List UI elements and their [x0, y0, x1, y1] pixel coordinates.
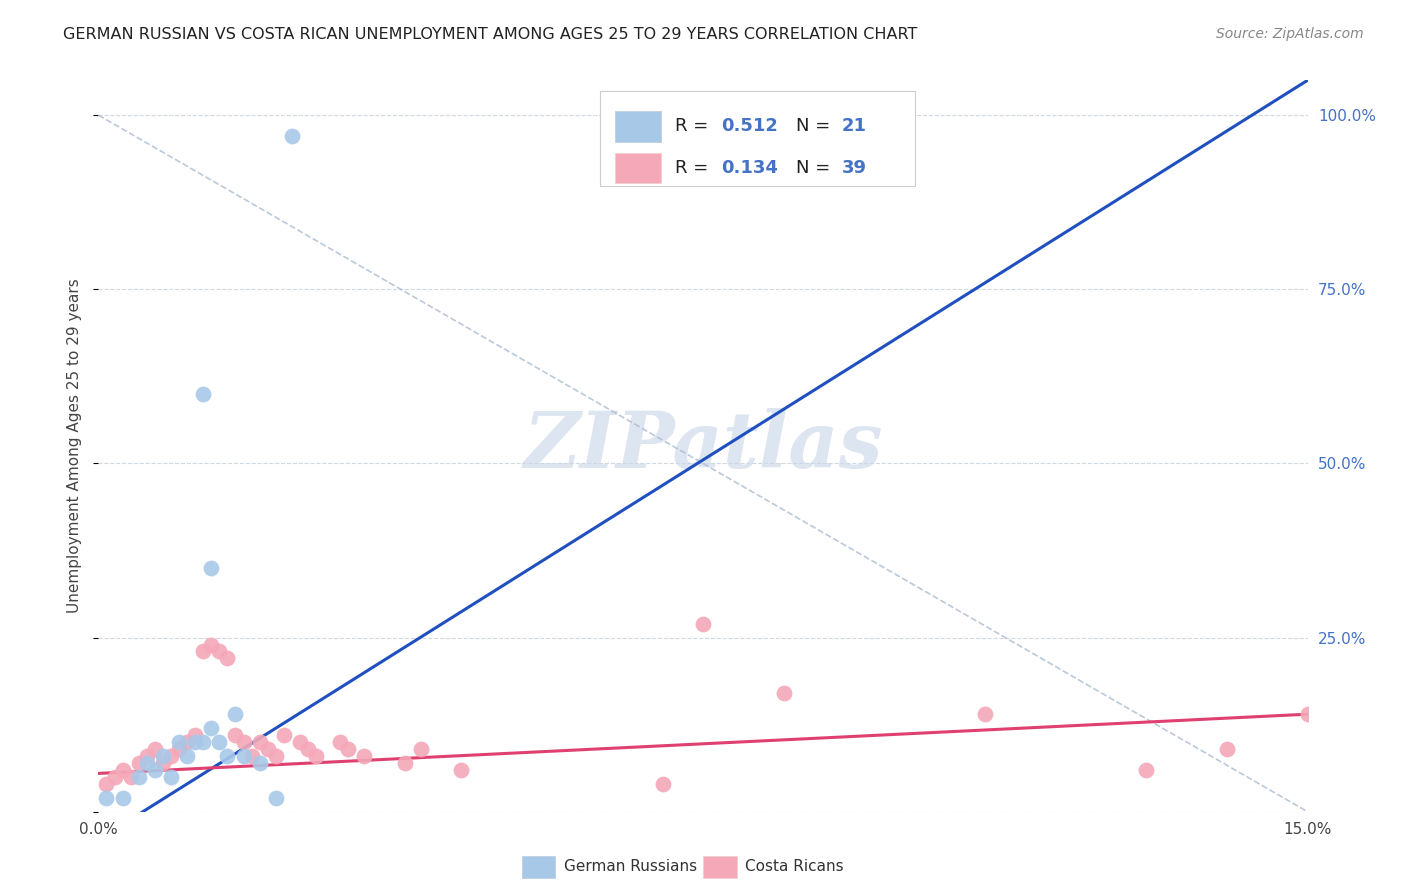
- Point: [240, 749, 263, 764]
- Point: [249, 756, 271, 770]
- Point: [128, 756, 150, 770]
- Point: [184, 728, 207, 742]
- Text: German Russians: German Russians: [564, 859, 697, 874]
- Point: [200, 638, 222, 652]
- Point: [200, 561, 222, 575]
- Text: Source: ZipAtlas.com: Source: ZipAtlas.com: [1216, 27, 1364, 41]
- Point: [176, 735, 198, 749]
- FancyBboxPatch shape: [614, 111, 661, 142]
- Point: [288, 735, 311, 749]
- Point: [111, 790, 134, 805]
- Point: [353, 749, 375, 764]
- Point: [193, 735, 215, 749]
- Point: [208, 644, 231, 658]
- Y-axis label: Unemployment Among Ages 25 to 29 years: Unemployment Among Ages 25 to 29 years: [67, 278, 83, 614]
- Point: [264, 749, 287, 764]
- Point: [974, 707, 997, 722]
- Text: R =: R =: [675, 118, 714, 136]
- Text: 21: 21: [842, 118, 868, 136]
- Point: [273, 728, 295, 742]
- Point: [135, 756, 157, 770]
- Point: [208, 735, 231, 749]
- Point: [160, 770, 183, 784]
- FancyBboxPatch shape: [522, 855, 555, 878]
- Point: [96, 777, 118, 791]
- Text: GERMAN RUSSIAN VS COSTA RICAN UNEMPLOYMENT AMONG AGES 25 TO 29 YEARS CORRELATION: GERMAN RUSSIAN VS COSTA RICAN UNEMPLOYME…: [63, 27, 918, 42]
- Point: [329, 735, 352, 749]
- Point: [281, 128, 304, 143]
- Point: [232, 735, 254, 749]
- Point: [772, 686, 794, 700]
- Point: [184, 735, 207, 749]
- Text: Costa Ricans: Costa Ricans: [745, 859, 844, 874]
- Point: [224, 707, 246, 722]
- FancyBboxPatch shape: [600, 91, 915, 186]
- Point: [152, 749, 174, 764]
- Point: [232, 749, 254, 764]
- Text: R =: R =: [675, 159, 714, 177]
- Point: [103, 770, 125, 784]
- Point: [120, 770, 142, 784]
- Point: [96, 790, 118, 805]
- FancyBboxPatch shape: [703, 855, 737, 878]
- Point: [409, 742, 432, 756]
- Point: [193, 386, 215, 401]
- FancyBboxPatch shape: [614, 153, 661, 184]
- Point: [152, 756, 174, 770]
- Point: [1135, 763, 1157, 777]
- Point: [167, 742, 190, 756]
- Text: 0.134: 0.134: [721, 159, 778, 177]
- Point: [450, 763, 472, 777]
- Point: [256, 742, 278, 756]
- Point: [224, 728, 246, 742]
- Point: [337, 742, 360, 756]
- Point: [135, 749, 157, 764]
- Point: [692, 616, 714, 631]
- Text: N =: N =: [796, 118, 837, 136]
- Point: [394, 756, 416, 770]
- Point: [1216, 742, 1239, 756]
- Text: 39: 39: [842, 159, 868, 177]
- Point: [217, 749, 239, 764]
- Point: [176, 749, 198, 764]
- Point: [167, 735, 190, 749]
- Point: [200, 721, 222, 735]
- Text: N =: N =: [796, 159, 837, 177]
- Text: 0.512: 0.512: [721, 118, 778, 136]
- Point: [1296, 707, 1319, 722]
- Point: [297, 742, 319, 756]
- Point: [193, 644, 215, 658]
- Point: [160, 749, 183, 764]
- Point: [305, 749, 328, 764]
- Text: ZIPatlas: ZIPatlas: [523, 408, 883, 484]
- Point: [264, 790, 287, 805]
- Point: [249, 735, 271, 749]
- Point: [111, 763, 134, 777]
- Point: [128, 770, 150, 784]
- Point: [651, 777, 673, 791]
- Point: [217, 651, 239, 665]
- Point: [143, 742, 166, 756]
- Point: [143, 763, 166, 777]
